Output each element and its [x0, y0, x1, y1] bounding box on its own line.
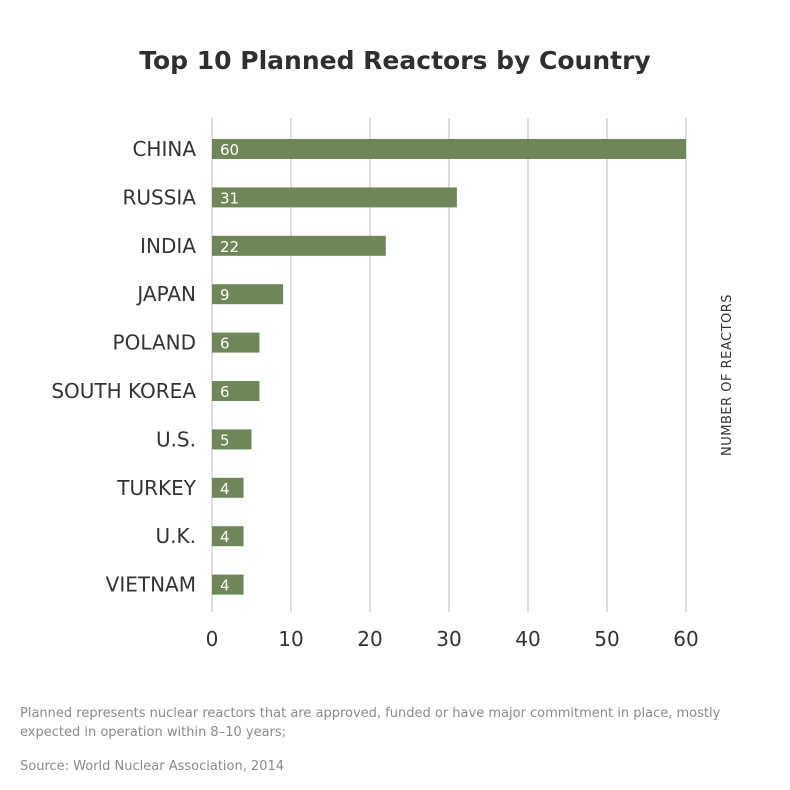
data-label-india: 22 [220, 238, 239, 256]
x-tick-label-50: 50 [594, 627, 619, 651]
data-label-russia: 31 [220, 189, 239, 207]
category-label-india: INDIA [140, 234, 196, 258]
bar-u-k [212, 526, 244, 547]
category-label-vietnam: VIETNAM [106, 573, 196, 597]
x-tick-label-20: 20 [357, 627, 382, 651]
bar-china [212, 139, 686, 159]
x-tick-label-10: 10 [278, 627, 303, 651]
x-tick-label-60: 60 [673, 627, 698, 651]
axis-title: NUMBER OF REACTORS [720, 294, 735, 456]
bars: 60 31 22 9 6 6 5 4 4 4 [212, 139, 686, 595]
footnote: Planned represents nuclear reactors that… [20, 706, 721, 740]
category-label-u-k: U.K. [156, 524, 196, 548]
category-labels: CHINA RUSSIA INDIA JAPAN POLAND SOUTH KOREA U.… [51, 137, 196, 597]
category-label-china: CHINA [132, 137, 196, 161]
data-label-poland: 6 [220, 335, 230, 353]
category-label-u-s: U.S. [156, 427, 196, 451]
data-label-japan: 9 [220, 286, 230, 304]
data-label-south-korea: 6 [220, 383, 230, 401]
bar-russia [212, 187, 457, 208]
x-tick-labels: 0 10 20 30 40 50 60 [206, 627, 699, 651]
bar-turkey [212, 477, 244, 498]
category-label-turkey: TURKEY [116, 476, 197, 500]
data-label-u-s: 5 [220, 431, 230, 449]
bar-japan [212, 284, 284, 305]
bar-poland [212, 332, 260, 353]
bar-vietnam [212, 574, 244, 595]
x-tick-label-0: 0 [206, 627, 219, 651]
category-label-poland: POLAND [113, 331, 196, 355]
bar-u-s [212, 429, 252, 450]
category-label-russia: RUSSIA [122, 185, 196, 209]
data-label-u-k: 4 [220, 528, 230, 546]
x-tick-label-40: 40 [515, 627, 540, 651]
category-label-south-korea: SOUTH KOREA [51, 379, 196, 403]
data-label-turkey: 4 [220, 480, 230, 498]
category-label-japan: JAPAN [135, 282, 196, 306]
data-label-china: 60 [220, 141, 239, 159]
bar-south-korea [212, 381, 260, 401]
chart-title: Top 10 Planned Reactors by Country [139, 46, 651, 75]
bar-india [212, 235, 386, 256]
source-note: Source: World Nuclear Association, 2014 [20, 759, 285, 774]
x-tick-label-30: 30 [436, 627, 461, 651]
data-label-vietnam: 4 [220, 577, 230, 595]
